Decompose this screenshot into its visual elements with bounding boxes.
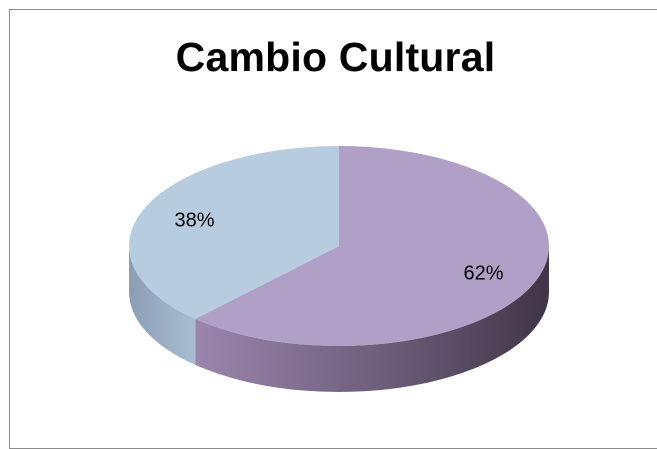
pie-side-group	[129, 246, 549, 392]
pie-data-label: 38%	[174, 209, 214, 231]
pie-slice	[195, 146, 550, 346]
pie-top-group	[129, 146, 550, 346]
pie-slice-side	[129, 246, 196, 365]
pie-label-group: 62% 38%	[174, 209, 503, 284]
pie-data-label: 62%	[463, 263, 503, 285]
chart-title: Cambio Cultural	[175, 34, 496, 80]
pie-slice	[129, 146, 339, 319]
pie-slice-side	[195, 246, 549, 392]
